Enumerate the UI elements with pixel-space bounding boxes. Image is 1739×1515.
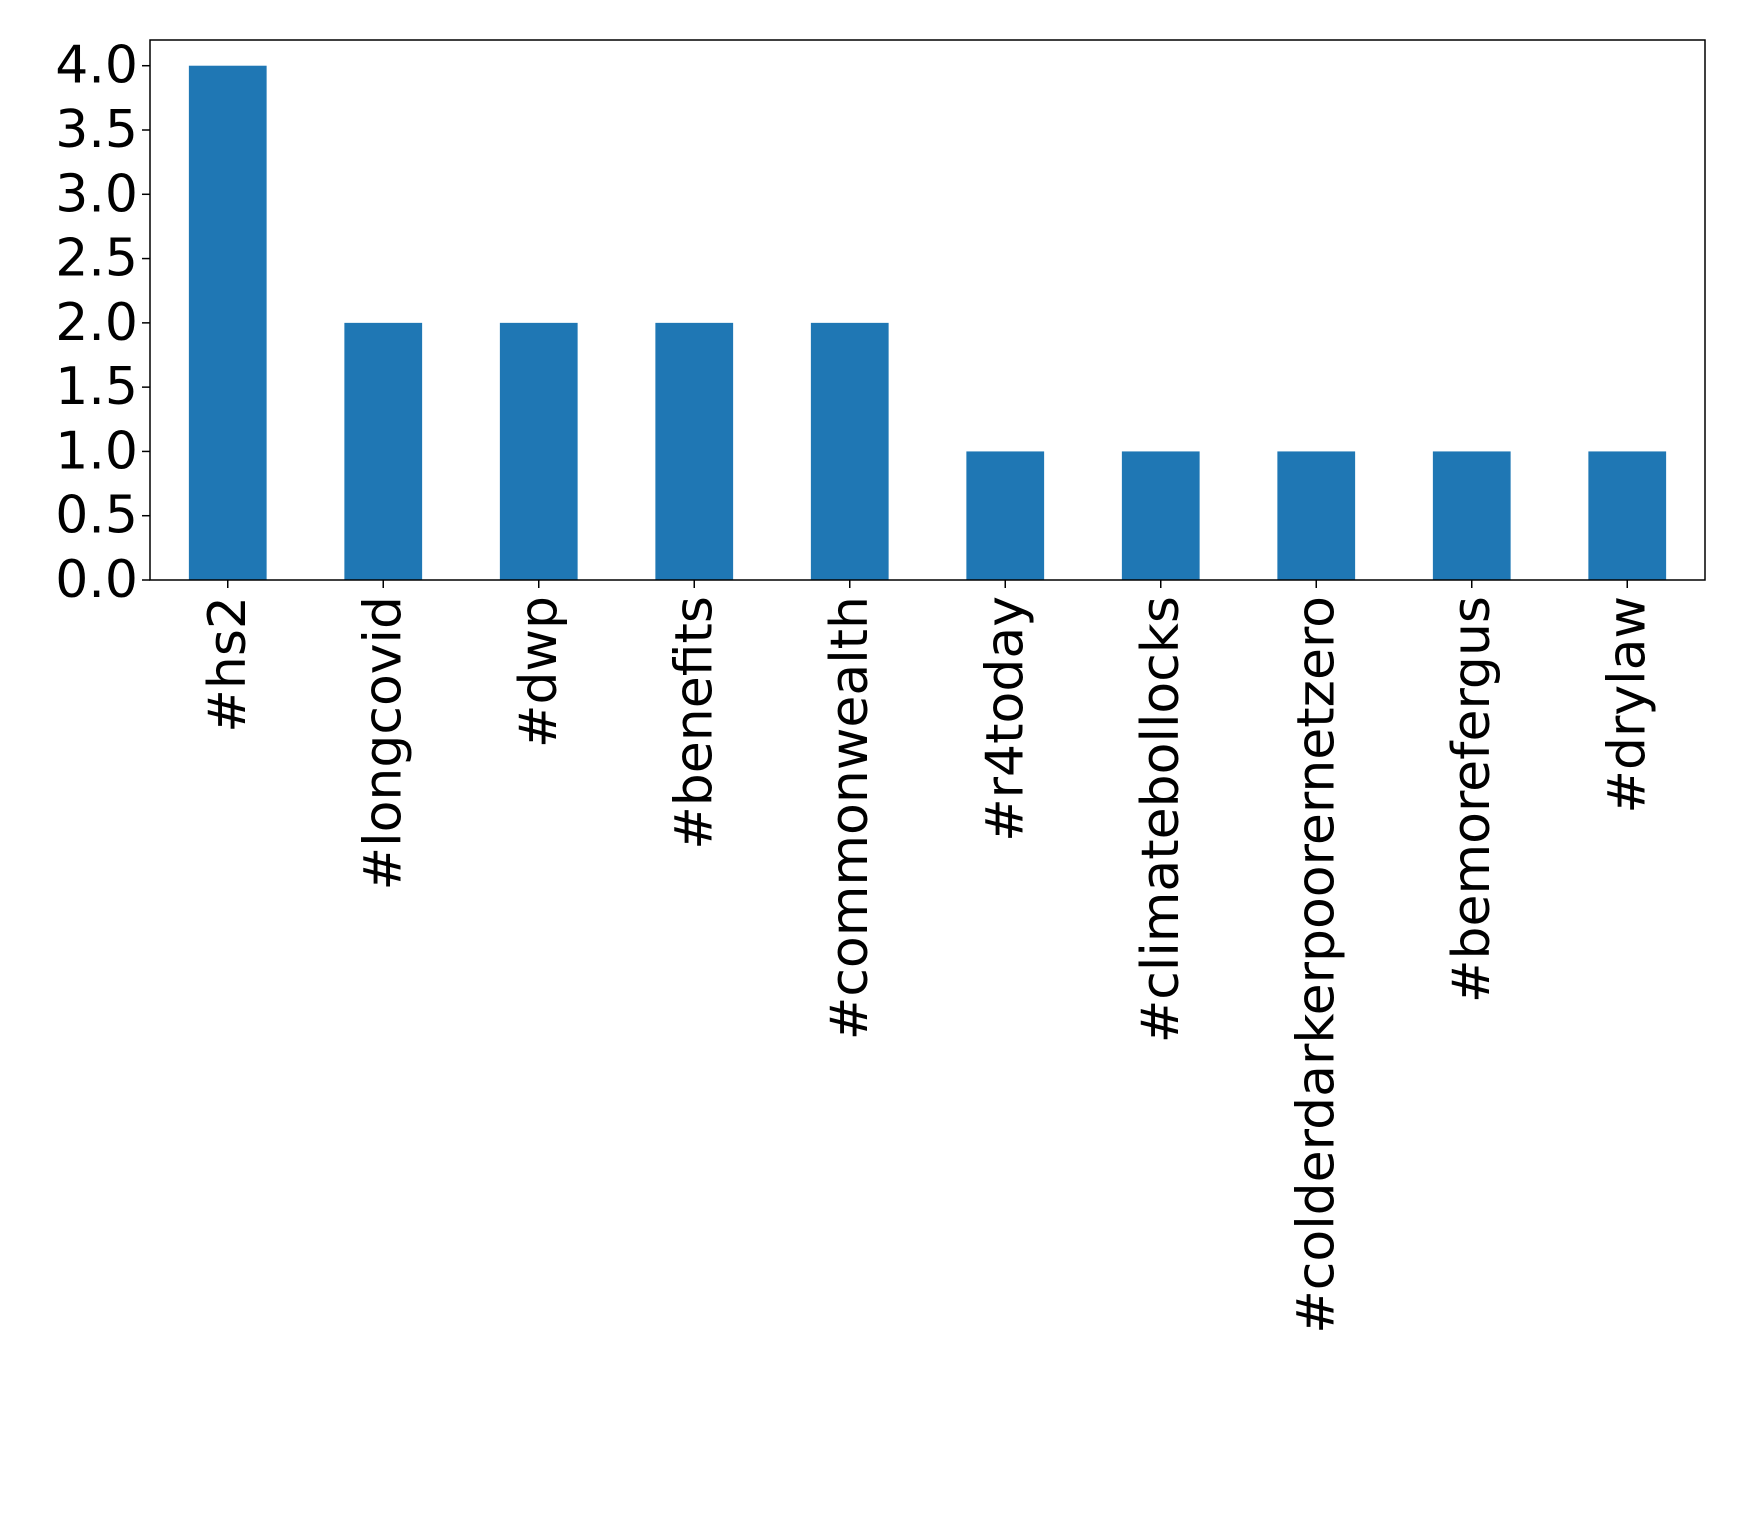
x-tick-label: #bemorefergus	[1442, 596, 1502, 1003]
x-tick-label: #r4today	[975, 596, 1035, 842]
bars-group	[188, 65, 1667, 580]
y-tick-label: 3.5	[55, 100, 138, 160]
y-tick-label: 0.0	[55, 550, 138, 610]
bar-0	[188, 65, 267, 580]
y-tick-label: 1.0	[55, 421, 138, 481]
bar-2	[499, 322, 578, 580]
x-tick-label: #longcovid	[353, 596, 413, 890]
bar-5	[966, 451, 1045, 580]
x-tick-label: #benefits	[664, 596, 724, 850]
x-tick-label: #colderdarkerpoorernetzero	[1286, 596, 1346, 1334]
x-tick-label: #commonwealth	[820, 596, 880, 1040]
x-tick-label: #climatebollocks	[1131, 596, 1191, 1043]
bar-7	[1277, 451, 1356, 580]
y-tick-label: 0.5	[55, 486, 138, 546]
bar-8	[1432, 451, 1511, 580]
x-axis: #hs2 #longcovid #dwp #benefits #commonwealth…	[198, 580, 1657, 1334]
y-tick-label: 2.5	[55, 229, 138, 289]
x-tick-label: #drylaw	[1597, 596, 1657, 814]
y-tick-label: 4.0	[55, 36, 138, 96]
bar-9	[1588, 451, 1667, 580]
y-tick-label: 1.5	[55, 357, 138, 417]
bar-1	[344, 322, 423, 580]
bar-3	[655, 322, 734, 580]
bar-6	[1121, 451, 1200, 580]
y-tick-label: 3.0	[55, 164, 138, 224]
bar-4	[810, 322, 889, 580]
x-tick-label: #hs2	[198, 596, 258, 733]
x-tick-label: #dwp	[509, 596, 569, 748]
plot-frame	[149, 39, 1706, 581]
y-axis: 0.00.51.01.52.02.53.03.54.0	[55, 36, 150, 610]
y-tick-label: 2.0	[55, 293, 138, 353]
